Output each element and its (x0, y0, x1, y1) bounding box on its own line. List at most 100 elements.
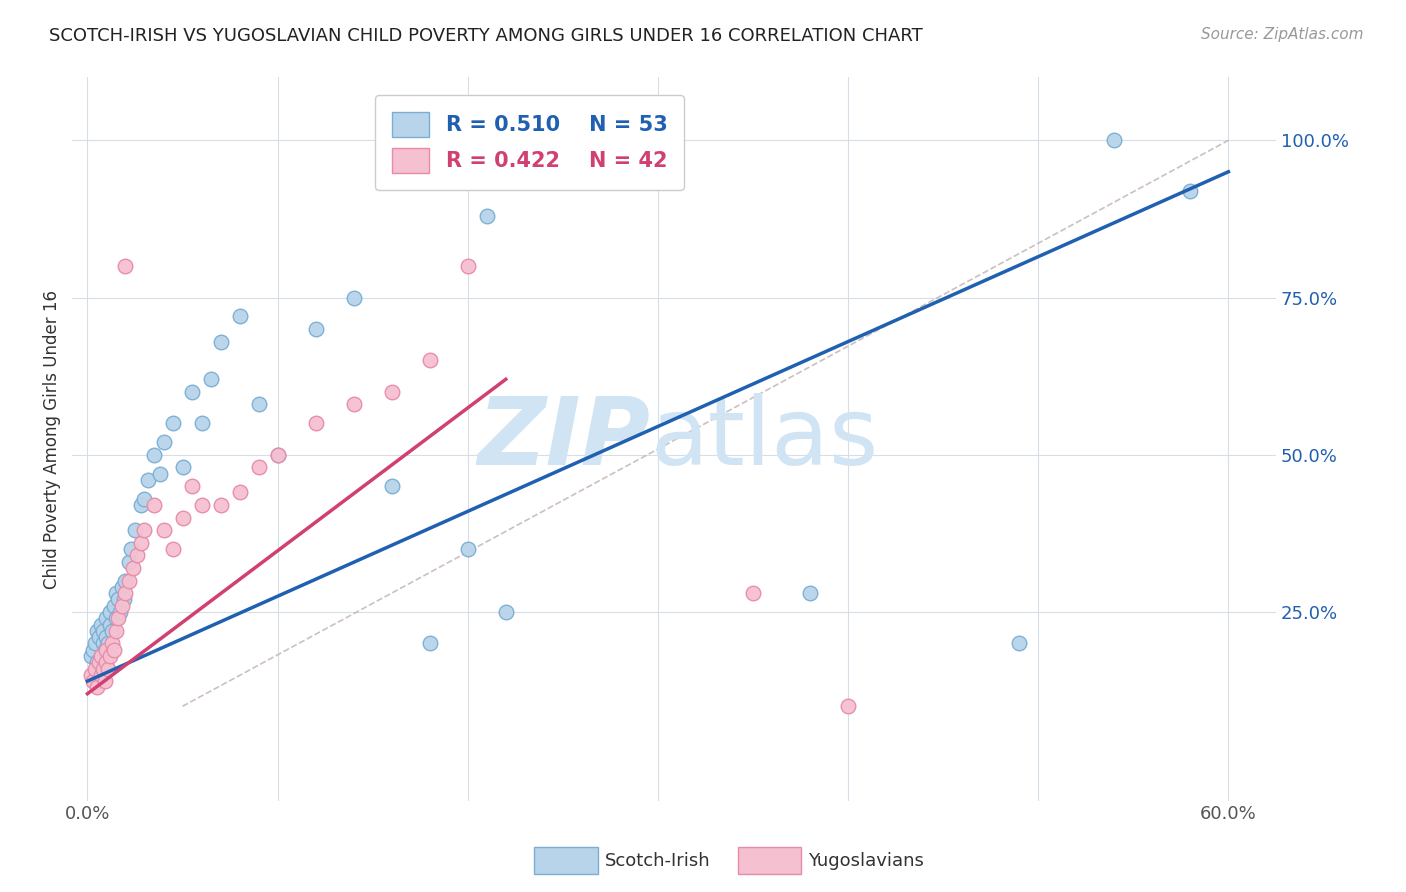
Point (181, 479, 204, 493)
Point (190, 417, 212, 431)
Point (209, 498, 232, 512)
Point (118, 574, 141, 588)
Point (266, 448, 288, 462)
Point (87, 630, 110, 644)
Point (96, 630, 118, 644)
Point (114, 259, 136, 273)
Point (1008, 636, 1031, 650)
Point (343, 291, 366, 305)
Point (475, 209, 498, 223)
Point (98, 648, 121, 663)
Point (112, 592, 135, 607)
Point (419, 636, 441, 650)
Text: atlas: atlas (650, 393, 879, 485)
Point (136, 473, 159, 487)
Y-axis label: Child Poverty Among Girls Under 16: Child Poverty Among Girls Under 16 (44, 290, 60, 589)
Point (101, 636, 124, 650)
Point (228, 310, 250, 324)
Point (107, 592, 129, 607)
Point (134, 491, 156, 506)
Point (91, 624, 114, 638)
Point (86, 655, 108, 669)
Point (103, 599, 125, 613)
Point (181, 384, 204, 399)
Point (90, 668, 112, 682)
Point (98, 605, 121, 619)
Point (82, 642, 104, 657)
Point (97, 636, 120, 650)
Point (143, 498, 166, 512)
Point (98, 617, 121, 632)
Point (90, 648, 112, 663)
Text: ZIP: ZIP (477, 393, 650, 485)
Point (114, 574, 136, 588)
Point (80, 648, 103, 663)
Point (118, 555, 141, 569)
Point (86, 624, 108, 638)
Point (437, 133, 460, 147)
Point (114, 586, 136, 600)
Point (91, 636, 114, 650)
Point (457, 145, 479, 160)
Point (104, 611, 127, 625)
Point (111, 599, 134, 613)
Point (457, 542, 479, 557)
Point (125, 549, 148, 563)
Text: Source: ZipAtlas.com: Source: ZipAtlas.com (1201, 27, 1364, 42)
Point (120, 542, 142, 557)
Point (304, 417, 326, 431)
Point (457, 259, 479, 273)
Point (104, 624, 127, 638)
Point (343, 397, 366, 411)
Point (84, 636, 107, 650)
Point (152, 523, 174, 537)
Point (101, 624, 124, 638)
Point (162, 417, 184, 431)
Point (304, 322, 326, 336)
Point (87, 662, 110, 676)
Point (247, 460, 270, 475)
Point (104, 586, 127, 600)
Point (228, 485, 250, 500)
Point (209, 334, 232, 349)
Point (84, 662, 107, 676)
Point (107, 611, 129, 625)
Point (96, 655, 118, 669)
Point (162, 542, 184, 557)
Point (129, 536, 152, 550)
Point (80, 668, 103, 682)
Point (152, 435, 174, 450)
Point (93, 642, 115, 657)
Point (266, 448, 288, 462)
Point (124, 523, 146, 537)
Legend: R = 0.510    N = 53, R = 0.422    N = 42: R = 0.510 N = 53, R = 0.422 N = 42 (375, 95, 685, 190)
Point (427, 133, 450, 147)
Point (200, 372, 222, 386)
Point (143, 448, 166, 462)
Point (96, 611, 118, 625)
Point (1180, 184, 1202, 198)
Text: Scotch-Irish: Scotch-Irish (605, 852, 710, 870)
Point (134, 523, 156, 537)
Point (381, 384, 404, 399)
Point (799, 586, 821, 600)
Point (837, 699, 859, 714)
Text: SCOTCH-IRISH VS YUGOSLAVIAN CHILD POVERTY AMONG GIRLS UNDER 16 CORRELATION CHART: SCOTCH-IRISH VS YUGOSLAVIAN CHILD POVERT… (49, 27, 922, 45)
Point (90, 648, 112, 663)
Point (91, 662, 114, 676)
Point (108, 605, 131, 619)
Point (86, 681, 108, 695)
Point (87, 655, 110, 669)
Point (129, 498, 152, 512)
Point (82, 674, 104, 689)
Point (1294, 133, 1316, 147)
Point (93, 674, 115, 689)
Point (172, 460, 194, 475)
Point (111, 580, 134, 594)
Point (419, 353, 441, 368)
Point (742, 586, 765, 600)
Point (97, 662, 120, 676)
Point (149, 467, 172, 481)
Point (90, 617, 112, 632)
Point (172, 510, 194, 524)
